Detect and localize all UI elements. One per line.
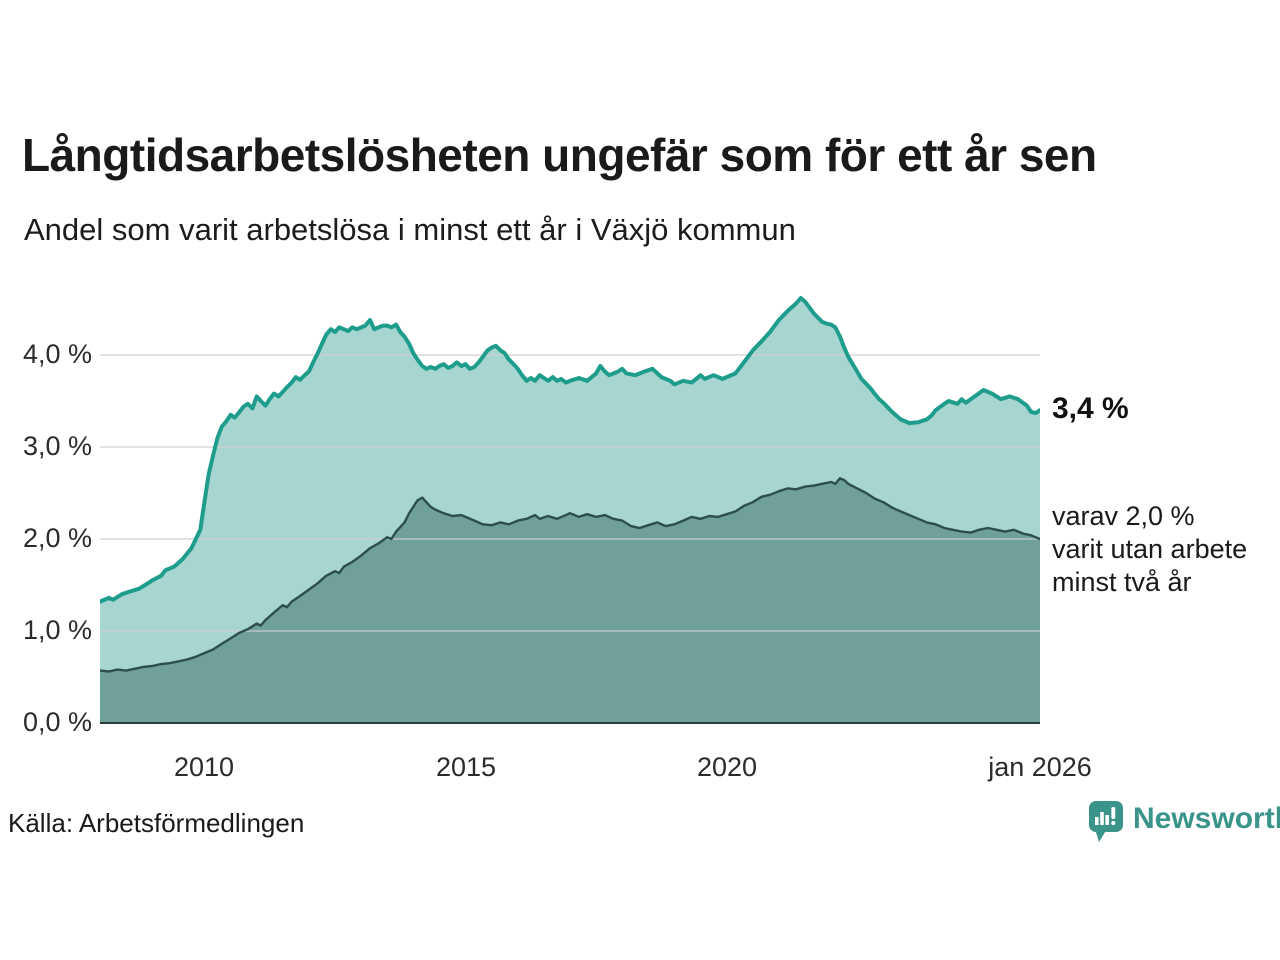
- chart-title: Långtidsarbetslösheten ungefär som för e…: [22, 129, 1097, 181]
- x-axis-label-2010: 2010: [173, 752, 235, 782]
- newsworthy-wordmark: Newsworthy: [1133, 802, 1280, 835]
- series-end-value-label: 3,4 %: [1052, 392, 1129, 425]
- secondary-label-line-1: varav 2,0 %: [1052, 501, 1195, 531]
- chart-subtitle: Andel som varit arbetslösa i minst ett å…: [24, 212, 796, 247]
- source-note: Källa: Arbetsförmedlingen: [8, 808, 305, 838]
- newsworthy-logo-icon: [1089, 801, 1123, 842]
- y-axis-label-1: 1,0 %: [22, 615, 92, 645]
- x-axis-label-jan-2026: jan 2026: [988, 752, 1092, 782]
- secondary-label-line-2: varit utan arbete: [1052, 534, 1248, 564]
- x-axis-label-2020: 2020: [696, 752, 758, 782]
- secondary-label-line-3: minst två år: [1052, 567, 1192, 597]
- series-secondary-label: varav 2,0 % varit utan arbete minst två …: [1052, 500, 1247, 599]
- plot-svg: [100, 296, 1040, 724]
- y-axis-label-0: 0,0 %: [22, 707, 92, 737]
- y-axis-label-3: 3,0 %: [22, 431, 92, 461]
- y-axis-label-4: 4,0 %: [22, 339, 92, 369]
- x-axis-label-2015: 2015: [435, 752, 497, 782]
- y-axis-label-2: 2,0 %: [22, 523, 92, 553]
- newsworthy-logo: Newsworthy: [1088, 800, 1280, 844]
